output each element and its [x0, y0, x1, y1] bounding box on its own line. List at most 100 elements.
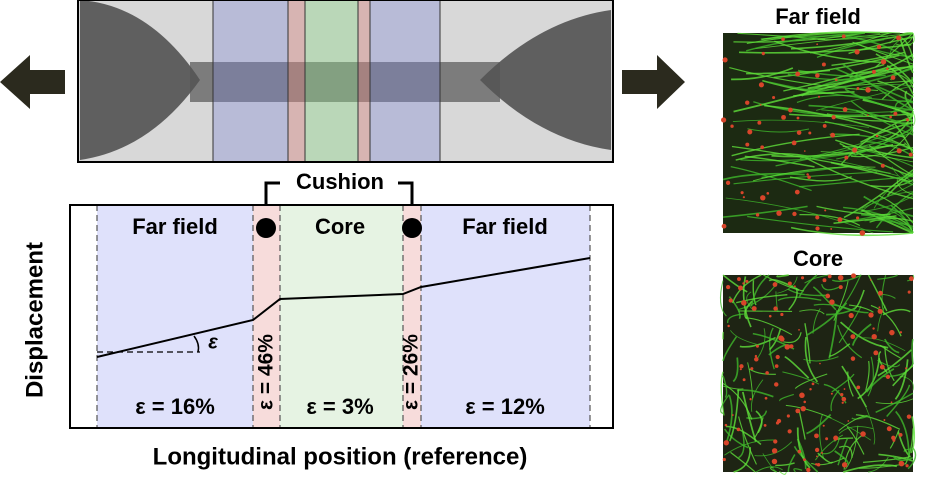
cell — [775, 364, 779, 368]
cell — [745, 280, 748, 283]
cell — [856, 87, 859, 90]
cell — [795, 190, 800, 195]
cell — [806, 173, 809, 176]
cell — [749, 398, 751, 400]
region-label: Far field — [132, 214, 218, 239]
cell — [909, 153, 913, 157]
cell — [732, 414, 734, 416]
cell — [765, 371, 769, 375]
micrograph — [721, 32, 915, 236]
cell — [842, 462, 847, 467]
cell — [726, 181, 730, 185]
cell — [876, 135, 879, 138]
cell — [872, 334, 877, 339]
cell — [776, 210, 781, 215]
cell — [899, 433, 903, 437]
cell — [868, 312, 873, 317]
region-label: Far field — [462, 214, 548, 239]
cell — [878, 291, 883, 296]
cell — [816, 43, 818, 45]
angle-label: ε — [208, 331, 218, 353]
cell — [824, 209, 826, 211]
cell — [852, 147, 857, 152]
cell — [908, 291, 911, 294]
cell — [851, 273, 856, 278]
cell — [760, 104, 762, 106]
cell — [823, 278, 827, 282]
cell — [893, 112, 897, 116]
cell — [817, 463, 821, 467]
cell — [844, 156, 848, 160]
cell — [899, 461, 902, 464]
cell — [865, 87, 871, 93]
cell — [798, 450, 802, 454]
cell — [886, 68, 888, 70]
pull-arrow-right — [622, 55, 685, 109]
cell — [724, 440, 729, 445]
cell — [795, 409, 800, 414]
cell — [838, 217, 843, 222]
cell — [815, 73, 820, 78]
cell — [799, 393, 805, 399]
cushion-strain: ε = 46% — [255, 334, 278, 410]
cell — [854, 49, 859, 54]
region-label: Core — [315, 214, 365, 239]
cell — [801, 276, 804, 279]
strain-label: ε = 12% — [465, 394, 545, 419]
cell — [755, 355, 757, 357]
cell — [847, 420, 849, 422]
cell — [889, 330, 894, 335]
cell — [825, 294, 830, 299]
cell — [726, 285, 730, 289]
cell — [798, 329, 800, 331]
cell — [803, 458, 806, 461]
cell — [772, 459, 777, 464]
cell — [892, 439, 895, 442]
cell — [804, 150, 806, 152]
micrograph — [720, 273, 915, 474]
cell — [843, 107, 848, 112]
cell — [886, 375, 890, 379]
micrograph-title: Far field — [775, 4, 861, 29]
cell — [842, 397, 847, 402]
cell — [788, 281, 792, 285]
cell — [745, 143, 749, 147]
cell — [781, 115, 786, 120]
cell — [905, 367, 907, 369]
cell — [747, 129, 752, 134]
cell — [788, 108, 793, 113]
cell — [721, 117, 726, 122]
cell — [860, 230, 866, 236]
cell — [838, 275, 844, 281]
cell — [897, 148, 902, 153]
cell — [780, 313, 783, 316]
cell — [823, 425, 825, 427]
cell — [742, 282, 744, 284]
cell — [750, 367, 753, 370]
cell — [907, 414, 911, 418]
cell — [851, 356, 855, 360]
cell — [829, 299, 835, 305]
cell — [772, 96, 775, 99]
cell — [745, 101, 749, 105]
cell — [891, 401, 893, 403]
cell — [739, 364, 743, 368]
cell — [819, 363, 821, 365]
cell — [832, 115, 836, 119]
cell — [789, 344, 793, 348]
cell — [769, 315, 772, 318]
cell — [772, 448, 777, 453]
cell — [891, 75, 896, 80]
cell — [860, 431, 866, 437]
cell — [760, 195, 765, 200]
cell — [825, 437, 828, 440]
cell — [762, 52, 765, 55]
cell — [807, 175, 811, 179]
cell — [809, 388, 811, 390]
cell — [730, 125, 733, 128]
cell — [722, 224, 727, 229]
cell — [727, 325, 729, 327]
cell — [835, 78, 838, 81]
cell — [881, 59, 886, 64]
